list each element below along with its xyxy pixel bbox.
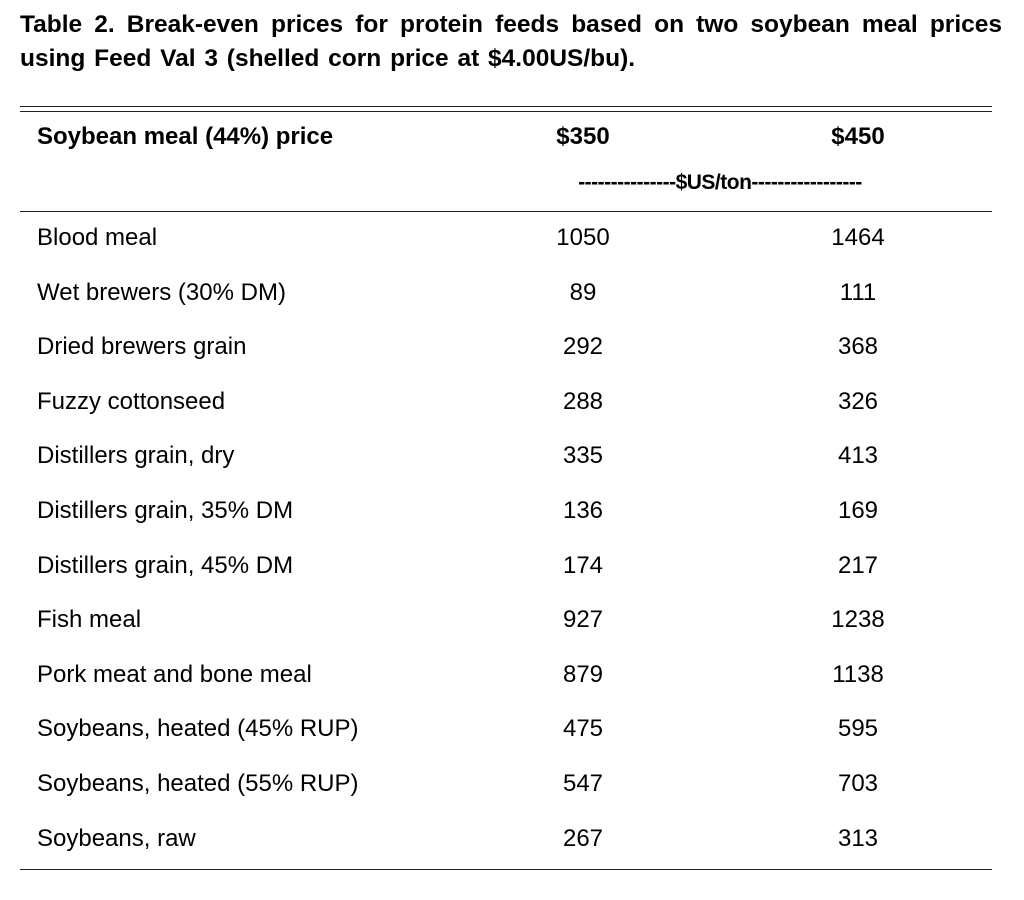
row-label: Distillers grain, 45% DM — [37, 551, 294, 579]
row-label: Fish meal — [37, 606, 142, 634]
top-rule — [20, 111, 992, 112]
row-label: Distillers grain, dry — [37, 442, 235, 470]
price-cell: 313 — [837, 824, 879, 852]
price-cell: 267 — [562, 824, 604, 852]
price-cell: 217 — [837, 551, 879, 579]
price-cell: 927 — [562, 606, 604, 634]
row-label: Distillers grain, 35% DM — [37, 497, 294, 524]
price-cell: 326 — [837, 387, 879, 415]
price-cell: 111 — [839, 278, 877, 306]
price-cell: 174 — [562, 551, 604, 579]
price-cell: 169 — [837, 497, 879, 524]
header-rule — [20, 211, 992, 212]
unit-label: ---------------$US/ton----------------- — [578, 171, 862, 194]
price-cell: 475 — [562, 715, 604, 743]
header-cell: $450 — [831, 123, 885, 150]
price-cell: 288 — [562, 387, 604, 415]
price-cell: 1238 — [831, 606, 885, 634]
price-cell: 1050 — [556, 224, 610, 251]
table-title: Table 2. Break-even prices for protein f… — [20, 11, 1002, 72]
bottom-rule — [20, 869, 992, 870]
header-cell: Soybean meal (44%) price — [37, 123, 334, 150]
row-label: Dried brewers grain — [37, 333, 247, 361]
price-cell: 368 — [837, 333, 879, 361]
price-cell: 703 — [837, 770, 879, 797]
header-cell: $350 — [556, 123, 610, 150]
row-label: Soybeans, raw — [37, 824, 196, 852]
row-label: Soybeans, heated (45% RUP) — [37, 715, 359, 743]
top-rule — [20, 106, 992, 107]
price-cell: 1464 — [831, 224, 885, 251]
row-label: Soybeans, heated (55% RUP) — [37, 770, 359, 797]
price-cell: 1138 — [832, 660, 884, 688]
price-cell: 292 — [562, 333, 604, 361]
price-cell: 136 — [562, 497, 604, 524]
price-cell: 335 — [562, 442, 604, 470]
row-label: Blood meal — [37, 224, 158, 251]
price-cell: 595 — [837, 715, 879, 743]
price-cell: 879 — [562, 660, 604, 688]
price-cell: 547 — [562, 770, 604, 797]
row-label: Wet brewers (30% DM) — [37, 278, 286, 306]
price-cell: 413 — [837, 442, 879, 470]
row-label: Fuzzy cottonseed — [37, 387, 226, 415]
row-label: Pork meat and bone meal — [37, 660, 312, 688]
price-cell: 89 — [569, 278, 597, 306]
